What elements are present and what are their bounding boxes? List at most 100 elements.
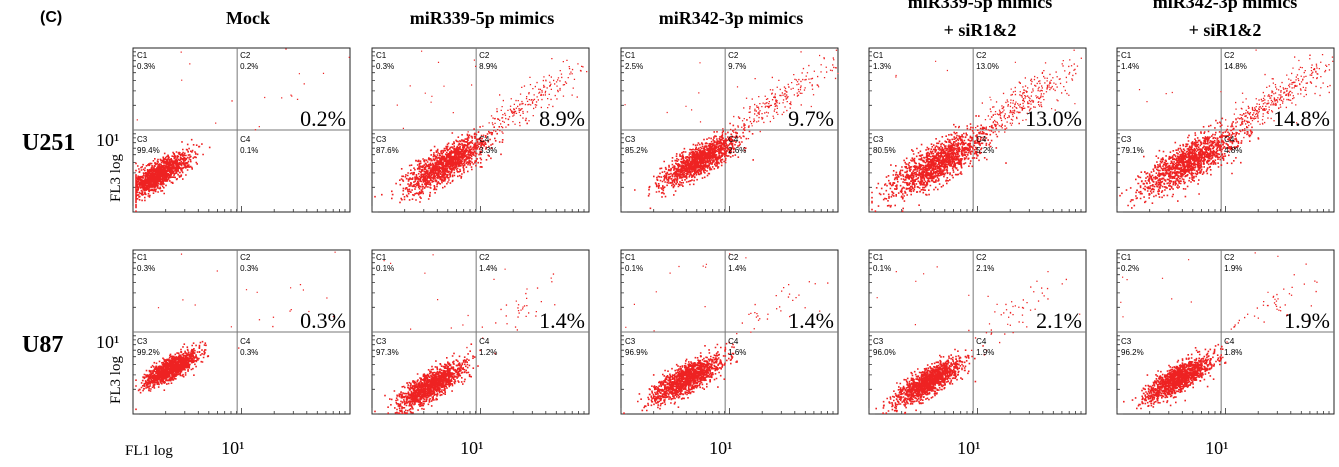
- quadrant-name: C3: [873, 135, 884, 144]
- row-label: U251: [22, 130, 75, 156]
- quadrant-name: C2: [728, 51, 739, 60]
- event-dots: [135, 251, 336, 411]
- highlight-percent: 13.0%: [1025, 106, 1082, 131]
- highlight-percent: 0.2%: [300, 106, 346, 131]
- highlight-percent: 1.9%: [1284, 308, 1330, 333]
- condition-header: miR339-5p mimics: [410, 8, 554, 28]
- scatter-panel: C1 0.1% C2 1.4% C3 96.9% C4 1.6% 1.4% 10¹: [620, 249, 839, 458]
- x-tick-label: 10¹: [957, 438, 980, 458]
- y-tick-label: 10¹: [96, 130, 119, 150]
- quadrant-name: C2: [240, 253, 251, 262]
- quadrant-percent: 2.1%: [976, 264, 994, 273]
- quadrant-name: C2: [976, 51, 987, 60]
- quadrant-name: C3: [1121, 337, 1132, 346]
- quadrant-percent: 85.2%: [625, 146, 648, 155]
- quadrant-percent: 0.1%: [873, 264, 891, 273]
- condition-header-line2: + siR1&2: [1189, 20, 1262, 40]
- quadrant-percent: 99.2%: [137, 348, 160, 357]
- quadrant-percent: 8.9%: [479, 62, 497, 71]
- y-tick-label: 10¹: [96, 332, 119, 352]
- quadrant-name: C4: [479, 135, 490, 144]
- quadrant-percent: 0.3%: [240, 348, 258, 357]
- quadrant-percent: 3.3%: [479, 146, 497, 155]
- quadrant-percent: 0.3%: [240, 264, 258, 273]
- event-dots: [871, 49, 1082, 212]
- quadrant-percent: 1.4%: [728, 264, 746, 273]
- quadrant-name: C1: [625, 253, 636, 262]
- quadrant-percent: 1.4%: [1121, 62, 1139, 71]
- row-label: U87: [22, 332, 63, 358]
- quadrant-name: C4: [976, 135, 987, 144]
- quadrant-percent: 1.9%: [1224, 264, 1242, 273]
- condition-header: miR342-3p mimics: [659, 8, 803, 28]
- row-labels: U251 10¹ FL3 log U87 10¹ FL3 log FL1 log: [22, 130, 173, 459]
- quadrant-percent: 0.1%: [625, 264, 643, 273]
- scatter-panel: C1 0.1% C2 2.1% C3 96.0% C4 1.9% 2.1% 10¹: [868, 249, 1087, 458]
- event-dots: [624, 49, 839, 210]
- condition-header: Mock: [226, 8, 270, 28]
- quadrant-name: C2: [479, 51, 490, 60]
- scatter-panels: C1 0.3% C2 0.2% C3 99.4% C4 0.1% 0.2% C1 0.3% C2 8.9…: [132, 47, 1335, 458]
- axis-ticks: [1116, 51, 1330, 213]
- quadrant-name: C2: [1224, 51, 1235, 60]
- quadrant-name: C3: [625, 135, 636, 144]
- quadrant-name: C1: [137, 51, 148, 60]
- quadrant-percent: 0.2%: [240, 62, 258, 71]
- event-dots: [374, 50, 588, 204]
- quadrant-name: C2: [728, 253, 739, 262]
- y-axis-label: FL3 log: [108, 356, 124, 404]
- quadrant-percent: 1.2%: [479, 348, 497, 357]
- quadrant-percent: 14.8%: [1224, 62, 1247, 71]
- axis-ticks: [1116, 253, 1330, 415]
- quadrant-percent: 0.3%: [137, 264, 155, 273]
- quadrant-percent: 1.4%: [479, 264, 497, 273]
- quadrant-name: C4: [728, 337, 739, 346]
- quadrant-name: C2: [479, 253, 490, 262]
- highlight-percent: 8.9%: [539, 106, 585, 131]
- scatter-panel: C1 0.3% C2 8.9% C3 87.6% C4 3.3% 8.9%: [371, 47, 590, 213]
- axis-ticks: [371, 253, 585, 415]
- axis-ticks: [371, 51, 585, 213]
- quadrant-name: C2: [976, 253, 987, 262]
- axis-ticks: [868, 51, 1082, 213]
- quadrant-name: C1: [625, 51, 636, 60]
- quadrant-percent: 0.1%: [240, 146, 258, 155]
- highlight-percent: 1.4%: [539, 308, 585, 333]
- quadrant-name: C3: [1121, 135, 1132, 144]
- quadrant-percent: 0.3%: [137, 62, 155, 71]
- quadrant-name: C1: [1121, 51, 1132, 60]
- quadrant-percent: 2.6%: [728, 146, 746, 155]
- quadrant-percent: 1.9%: [976, 348, 994, 357]
- quadrant-percent: 0.1%: [376, 264, 394, 273]
- quadrant-name: C1: [376, 51, 387, 60]
- condition-headers: Mock miR339-5p mimics miR342-3p mimics miR3…: [226, 0, 1297, 40]
- x-tick-label: 10¹: [221, 438, 244, 458]
- scatter-panel: C1 1.4% C2 14.8% C3 79.1% C4 4.8% 14.8%: [1116, 47, 1335, 213]
- quadrant-name: C2: [240, 51, 251, 60]
- condition-header-line2: + siR1&2: [944, 20, 1017, 40]
- quadrant-name: C4: [240, 337, 251, 346]
- condition-header: miR339-5p mimics: [908, 0, 1052, 12]
- quadrant-name: C1: [137, 253, 148, 262]
- event-dots: [374, 254, 556, 414]
- quadrant-percent: 1.3%: [873, 62, 891, 71]
- quadrant-percent: 9.7%: [728, 62, 746, 71]
- quadrant-name: C2: [1224, 253, 1235, 262]
- quadrant-name: C1: [873, 253, 884, 262]
- quadrant-percent: 5.2%: [976, 146, 994, 155]
- quadrant-percent: 1.6%: [728, 348, 746, 357]
- highlight-percent: 1.4%: [788, 308, 834, 333]
- axis-ticks: [132, 51, 346, 213]
- y-axis-label: FL3 log: [108, 154, 124, 202]
- quadrant-percent: 4.8%: [1224, 146, 1242, 155]
- quadrant-percent: 2.5%: [625, 62, 643, 71]
- quadrant-name: C4: [479, 337, 490, 346]
- quadrant-name: C4: [976, 337, 987, 346]
- quadrant-name: C3: [137, 337, 148, 346]
- quadrant-percent: 96.0%: [873, 348, 896, 357]
- event-dots: [623, 253, 829, 414]
- axis-ticks: [620, 253, 834, 415]
- event-dots: [1119, 49, 1334, 209]
